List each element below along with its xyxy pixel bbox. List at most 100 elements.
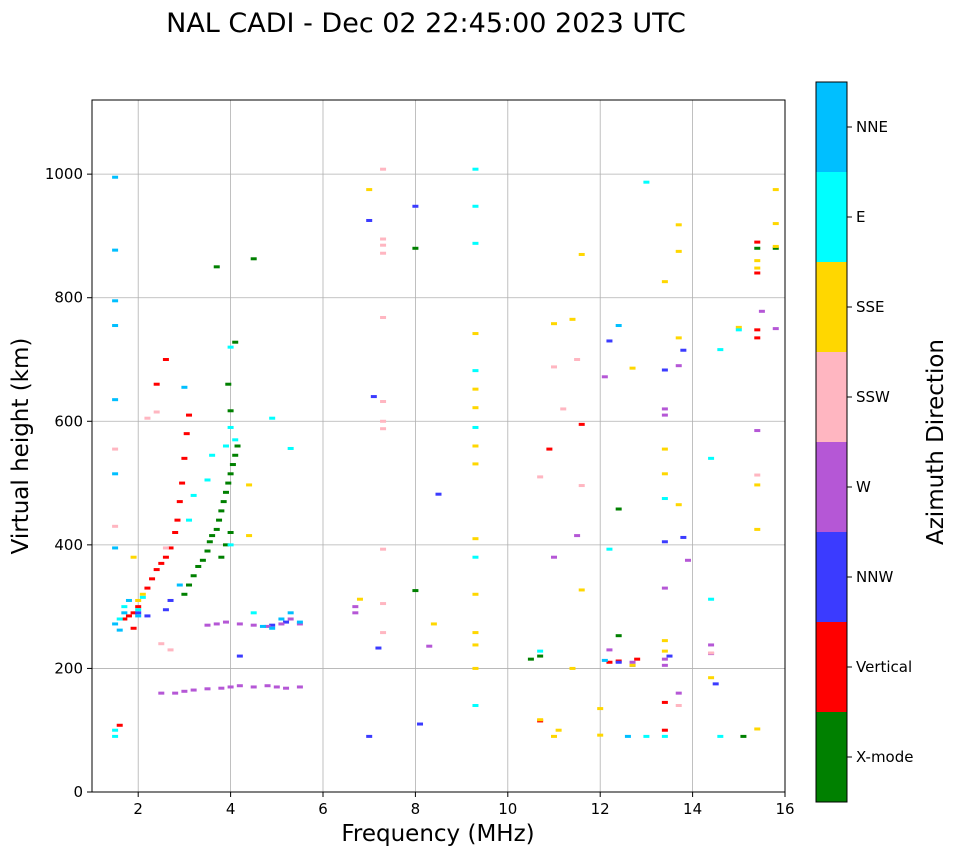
data-point <box>675 691 682 695</box>
data-point <box>435 492 442 496</box>
data-point <box>264 684 271 688</box>
data-point <box>426 644 433 648</box>
data-point <box>283 620 290 624</box>
data-point <box>661 368 668 372</box>
data-point <box>661 639 668 643</box>
data-point <box>569 317 576 321</box>
y-tick-label: 800 <box>54 289 83 307</box>
data-point <box>661 586 668 590</box>
data-point <box>112 472 119 476</box>
colorbar-tick-label: Vertical <box>856 658 912 676</box>
y-tick-label: 200 <box>54 659 83 677</box>
data-point <box>204 623 211 627</box>
data-point <box>412 589 419 593</box>
data-point <box>684 558 691 562</box>
data-point <box>250 623 257 627</box>
data-point <box>735 325 742 329</box>
data-point <box>430 622 437 626</box>
data-point <box>112 324 119 328</box>
data-point <box>121 605 128 609</box>
data-point <box>153 382 160 386</box>
data-point <box>551 555 557 559</box>
data-point <box>537 475 544 479</box>
data-point <box>259 624 266 628</box>
data-point <box>352 611 359 615</box>
grid-lines <box>92 100 786 793</box>
y-tick-label: 1000 <box>45 165 83 183</box>
data-point <box>222 620 229 624</box>
data-point <box>472 592 479 596</box>
colorbar-frame <box>815 81 848 803</box>
data-point <box>172 691 179 695</box>
data-point <box>472 241 479 245</box>
data-point <box>269 416 276 420</box>
data-point <box>472 406 479 410</box>
data-point <box>754 429 761 433</box>
data-point <box>380 237 387 241</box>
data-point <box>112 728 119 732</box>
data-point <box>250 257 257 261</box>
colorbar-segment <box>816 82 847 172</box>
data-point <box>218 555 225 559</box>
data-point <box>116 628 123 632</box>
data-point <box>754 473 761 477</box>
data-point <box>135 611 142 615</box>
colorbar-segment <box>816 532 847 622</box>
data-point <box>772 327 779 331</box>
data-point <box>375 646 382 650</box>
data-point <box>708 597 715 601</box>
y-axis-label: Virtual height (km) <box>8 338 34 555</box>
data-point <box>179 481 186 485</box>
data-point <box>167 598 174 602</box>
data-point <box>232 438 239 442</box>
data-point <box>352 605 359 609</box>
data-point <box>380 631 387 635</box>
data-point <box>380 419 387 423</box>
data-point <box>661 657 668 661</box>
data-point <box>153 568 160 572</box>
data-point <box>269 623 276 627</box>
data-point <box>661 413 668 417</box>
data-point <box>162 555 169 559</box>
data-point <box>754 246 761 250</box>
data-point <box>229 463 236 467</box>
data-point <box>661 407 668 411</box>
data-point <box>754 240 761 244</box>
colorbar: X-mode Vertical NNW W SSW SSE E NNE <box>815 81 913 803</box>
x-axis-ticks: 2 4 6 8 10 12 14 16 <box>133 792 795 818</box>
data-point <box>218 509 225 513</box>
colorbar-segment <box>816 442 847 532</box>
data-point <box>222 490 229 494</box>
data-point <box>227 543 234 547</box>
colorbar-segment <box>816 262 847 352</box>
data-point <box>204 687 211 691</box>
data-point <box>472 425 479 429</box>
data-point <box>162 358 169 361</box>
data-point <box>555 728 562 732</box>
data-point <box>412 246 419 250</box>
data-point <box>213 622 220 626</box>
plot-frame <box>91 99 786 793</box>
data-point <box>167 546 174 550</box>
data-point <box>615 660 622 664</box>
data-point <box>754 266 761 270</box>
data-point <box>130 626 137 630</box>
data-point <box>537 649 544 653</box>
data-point <box>615 507 622 511</box>
data-point <box>740 734 747 738</box>
data-point <box>578 252 585 256</box>
data-point <box>380 602 387 606</box>
data-point <box>222 543 229 547</box>
data-point <box>680 535 687 539</box>
data-point <box>615 324 622 328</box>
data-point <box>606 648 613 652</box>
data-point <box>139 595 146 599</box>
data-point <box>551 734 557 738</box>
data-point <box>287 617 294 621</box>
data-point <box>232 340 239 344</box>
data-point <box>112 299 119 303</box>
x-tick-label: 12 <box>591 800 610 818</box>
data-point <box>380 243 387 247</box>
data-point <box>661 540 668 544</box>
data-point <box>472 387 479 391</box>
